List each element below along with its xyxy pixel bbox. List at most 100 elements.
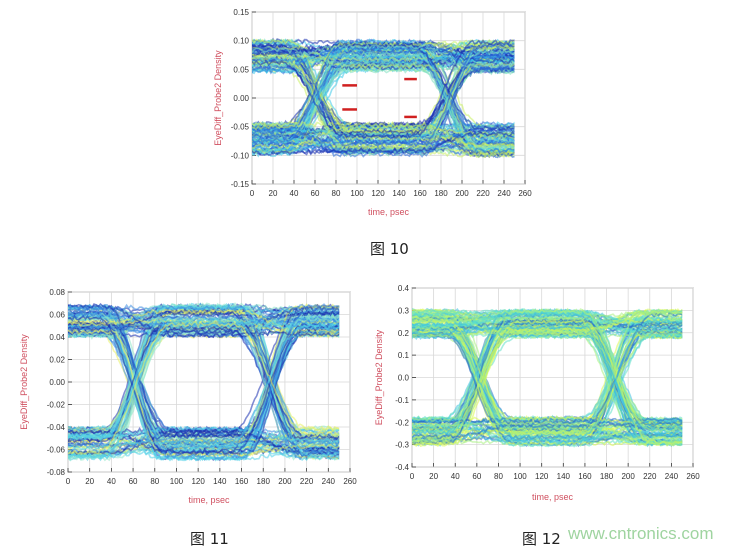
x-tick-label: 20 <box>269 189 278 198</box>
x-tick-label: 120 <box>535 472 549 481</box>
y-tick-label: 0.02 <box>49 356 65 365</box>
x-tick-label: 140 <box>392 189 406 198</box>
x-tick-label: 60 <box>129 477 138 486</box>
x-tick-label: 120 <box>371 189 385 198</box>
y-tick-label: -0.02 <box>47 401 66 410</box>
eye-trace <box>252 47 515 150</box>
eye-trace <box>252 41 515 131</box>
x-axis-label: time, psec <box>188 495 230 505</box>
x-tick-label: 180 <box>600 472 614 481</box>
y-tick-label: 0.04 <box>49 333 65 342</box>
x-tick-label: 40 <box>290 189 299 198</box>
y-tick-label: -0.1 <box>395 396 409 405</box>
x-tick-label: 200 <box>621 472 635 481</box>
x-tick-label: 100 <box>170 477 184 486</box>
eye-chart-2: 0 20 40 60 80 100 120 140 160 180 200 220 240 260 0.08… <box>19 288 357 505</box>
eye-trace <box>412 420 683 442</box>
eye-trace <box>252 42 515 147</box>
x-tick-label: 60 <box>472 472 481 481</box>
x-tick-label: 180 <box>257 477 271 486</box>
x-tick-label: 80 <box>332 189 341 198</box>
caption-fig11: 图 11 <box>190 530 229 548</box>
watermark: www.cntronics.com <box>568 524 714 543</box>
y-tick-label: 0.00 <box>49 378 65 387</box>
x-tick-label: 240 <box>322 477 336 486</box>
eye-trace <box>68 302 340 338</box>
eye-trace <box>412 323 683 429</box>
x-tick-label: 260 <box>518 189 532 198</box>
y-tick-label: -0.05 <box>231 123 250 132</box>
eye-trace <box>252 38 515 143</box>
eye-trace <box>252 43 515 69</box>
eye-trace <box>412 318 683 439</box>
y-tick-label: 0.3 <box>398 306 410 315</box>
eye-trace <box>412 333 683 448</box>
eye-traces <box>68 302 340 462</box>
y-tick-label: 0.08 <box>49 288 65 297</box>
eye-trace <box>412 311 683 339</box>
y-tick-label: -0.3 <box>395 441 409 450</box>
eye-trace <box>412 429 683 444</box>
eye-trace <box>412 324 683 446</box>
x-tick-label: 80 <box>494 472 503 481</box>
y-tick-label: -0.15 <box>231 180 250 189</box>
eye-trace <box>68 432 340 458</box>
y-axis-label: EyeDiff_Probe2 Density <box>374 329 384 425</box>
x-axis-label: time, psec <box>368 207 410 217</box>
x-tick-label: 160 <box>578 472 592 481</box>
x-tick-label: 220 <box>300 477 314 486</box>
y-tick-label: -0.06 <box>47 446 66 455</box>
x-tick-label: 160 <box>235 477 249 486</box>
x-tick-label: 200 <box>455 189 469 198</box>
eye-trace <box>412 312 683 440</box>
eye-trace <box>68 303 340 456</box>
x-tick-label: 80 <box>150 477 159 486</box>
y-tick-label: 0.10 <box>233 37 249 46</box>
x-tick-label: 20 <box>429 472 438 481</box>
eye-trace <box>412 308 683 441</box>
x-tick-label: 120 <box>191 477 205 486</box>
x-tick-label: 180 <box>434 189 448 198</box>
x-tick-label: 160 <box>413 189 427 198</box>
x-tick-label: 20 <box>85 477 94 486</box>
eye-trace <box>68 315 340 443</box>
x-tick-label: 100 <box>513 472 527 481</box>
eye-trace <box>68 317 340 459</box>
x-tick-label: 260 <box>686 472 700 481</box>
y-axis-label: EyeDiff_Probe2 Density <box>213 50 223 146</box>
y-tick-label: 0.0 <box>398 374 410 383</box>
caption-fig10: 图 10 <box>370 240 409 258</box>
x-tick-label: 140 <box>213 477 227 486</box>
eye-chart-1: 0 20 40 60 80 100 120 140 160 180 200 220 240 260 0.15… <box>213 8 532 217</box>
y-tick-label: 0.2 <box>398 329 410 338</box>
eye-trace <box>68 320 340 455</box>
eye-trace <box>252 39 515 139</box>
x-tick-label: 140 <box>557 472 571 481</box>
y-tick-label: -0.10 <box>231 151 250 160</box>
x-axis-label: time, psec <box>532 492 574 502</box>
y-tick-label: -0.08 <box>47 468 66 477</box>
y-tick-label: -0.4 <box>395 463 409 472</box>
x-tick-label: 220 <box>643 472 657 481</box>
x-tick-label: 100 <box>350 189 364 198</box>
y-tick-label: 0.06 <box>49 311 65 320</box>
eye-trace <box>252 124 515 150</box>
x-tick-label: 240 <box>665 472 679 481</box>
x-tick-label: 0 <box>66 477 71 486</box>
y-tick-label: 0.15 <box>233 8 249 17</box>
eye-trace <box>412 320 683 432</box>
y-tick-label: 0.05 <box>233 65 249 74</box>
caption-fig12: 图 12 <box>522 530 561 548</box>
x-tick-label: 260 <box>343 477 357 486</box>
eye-traces <box>412 307 683 448</box>
x-tick-label: 240 <box>497 189 511 198</box>
eye-chart-3: 0 20 40 60 80 100 120 140 160 180 200 220 240 260 0.4 0… <box>374 284 700 502</box>
eye-trace <box>68 324 340 451</box>
y-tick-label: -0.2 <box>395 418 409 427</box>
eye-trace <box>68 328 340 458</box>
eye-traces <box>252 37 515 159</box>
eye-trace <box>252 52 515 65</box>
eye-trace <box>68 309 340 439</box>
x-tick-label: 0 <box>410 472 415 481</box>
